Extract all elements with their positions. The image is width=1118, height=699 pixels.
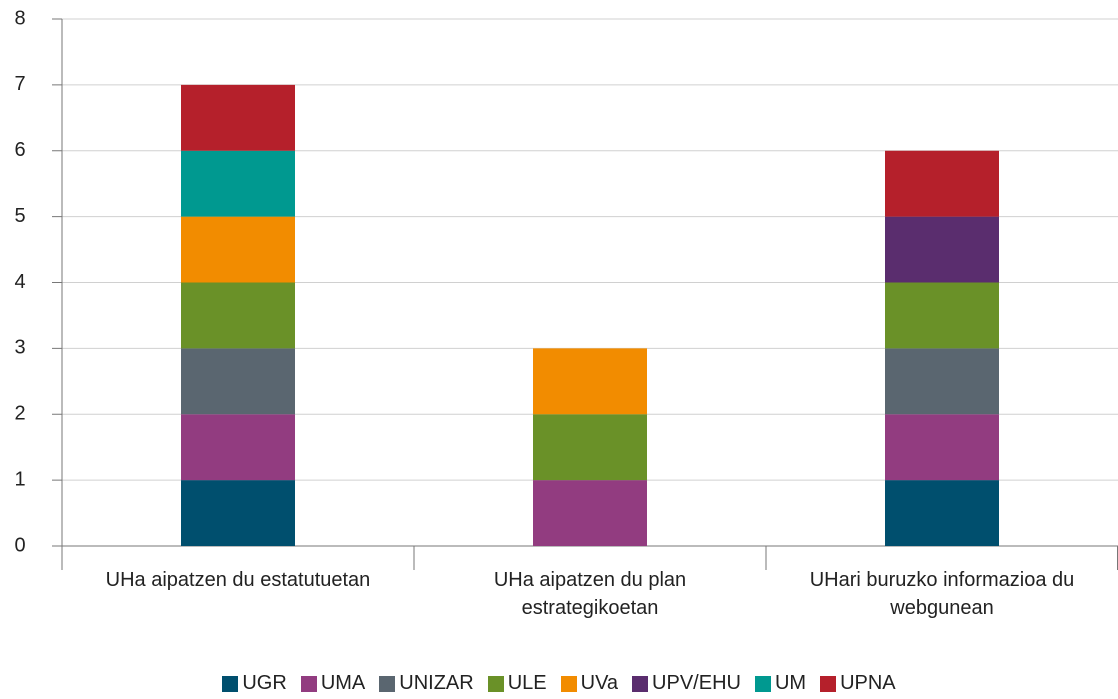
legend-swatch	[487, 675, 504, 692]
legend-item: UPV/EHU	[632, 672, 741, 695]
bar-segment	[885, 480, 999, 546]
legend-label: UVa	[580, 672, 619, 694]
legend-label: UM	[774, 672, 807, 694]
legend-item: UPNA	[820, 672, 896, 695]
x-tick-label: UHa aipatzen du plan estrategikoetan	[493, 569, 687, 619]
x-tick-label: UHari buruzko informazioa du webgunean	[809, 569, 1075, 619]
y-tick-label: 4	[14, 271, 25, 293]
legend-swatch	[300, 675, 317, 692]
legend-swatch	[632, 675, 649, 692]
legend-swatch	[222, 675, 239, 692]
x-tick-label: UHa aipatzen du estatutuetan	[105, 569, 371, 591]
legend-label: UMA	[320, 672, 366, 694]
y-tick-label: 7	[14, 73, 25, 95]
legend-item: UM	[754, 672, 807, 695]
bar-segment	[181, 216, 295, 283]
legend-swatch	[820, 675, 837, 692]
y-tick-label: 3	[14, 337, 25, 359]
legend-swatch	[754, 675, 771, 692]
bar-segment	[181, 414, 295, 481]
y-tick-label: 6	[14, 139, 25, 161]
y-tick-label: 5	[14, 205, 25, 227]
legend-item: UMA	[300, 672, 366, 695]
bar-segment	[533, 348, 647, 415]
bar-segment	[181, 84, 295, 151]
bar-segment	[181, 348, 295, 415]
bar-segment	[181, 480, 295, 546]
legend-item: UGR	[222, 672, 287, 695]
bar-segment	[885, 216, 999, 283]
y-tick-label: 1	[14, 468, 25, 490]
legend: UGR UMA UNIZAR ULE UVa UPV/EHU UM UPNA	[0, 672, 1118, 695]
legend-swatch	[560, 675, 577, 692]
bar-segment	[885, 348, 999, 415]
y-tick-label: 2	[14, 403, 25, 425]
bar-segment	[533, 480, 647, 546]
bar-segment	[885, 150, 999, 217]
y-tick-label: 0	[14, 534, 25, 556]
y-tick-label: 8	[14, 7, 25, 29]
bar-segment	[885, 282, 999, 349]
bar-segment	[181, 282, 295, 349]
bar-segment	[885, 414, 999, 481]
legend-item: UNIZAR	[379, 672, 474, 695]
bar-segment	[533, 414, 647, 481]
legend-label: UPNA	[840, 672, 896, 694]
plot: 0 1 2 3 4 5 6 7 8	[14, 7, 1118, 570]
legend-label: UGR	[242, 672, 287, 694]
legend-item: ULE	[487, 672, 547, 695]
legend-swatch	[379, 675, 396, 692]
legend-label: ULE	[507, 672, 547, 694]
legend-item: UVa	[560, 672, 619, 695]
bar-segment	[181, 150, 295, 217]
legend-label: UPV/EHU	[652, 672, 741, 694]
legend-label: UNIZAR	[399, 672, 474, 694]
